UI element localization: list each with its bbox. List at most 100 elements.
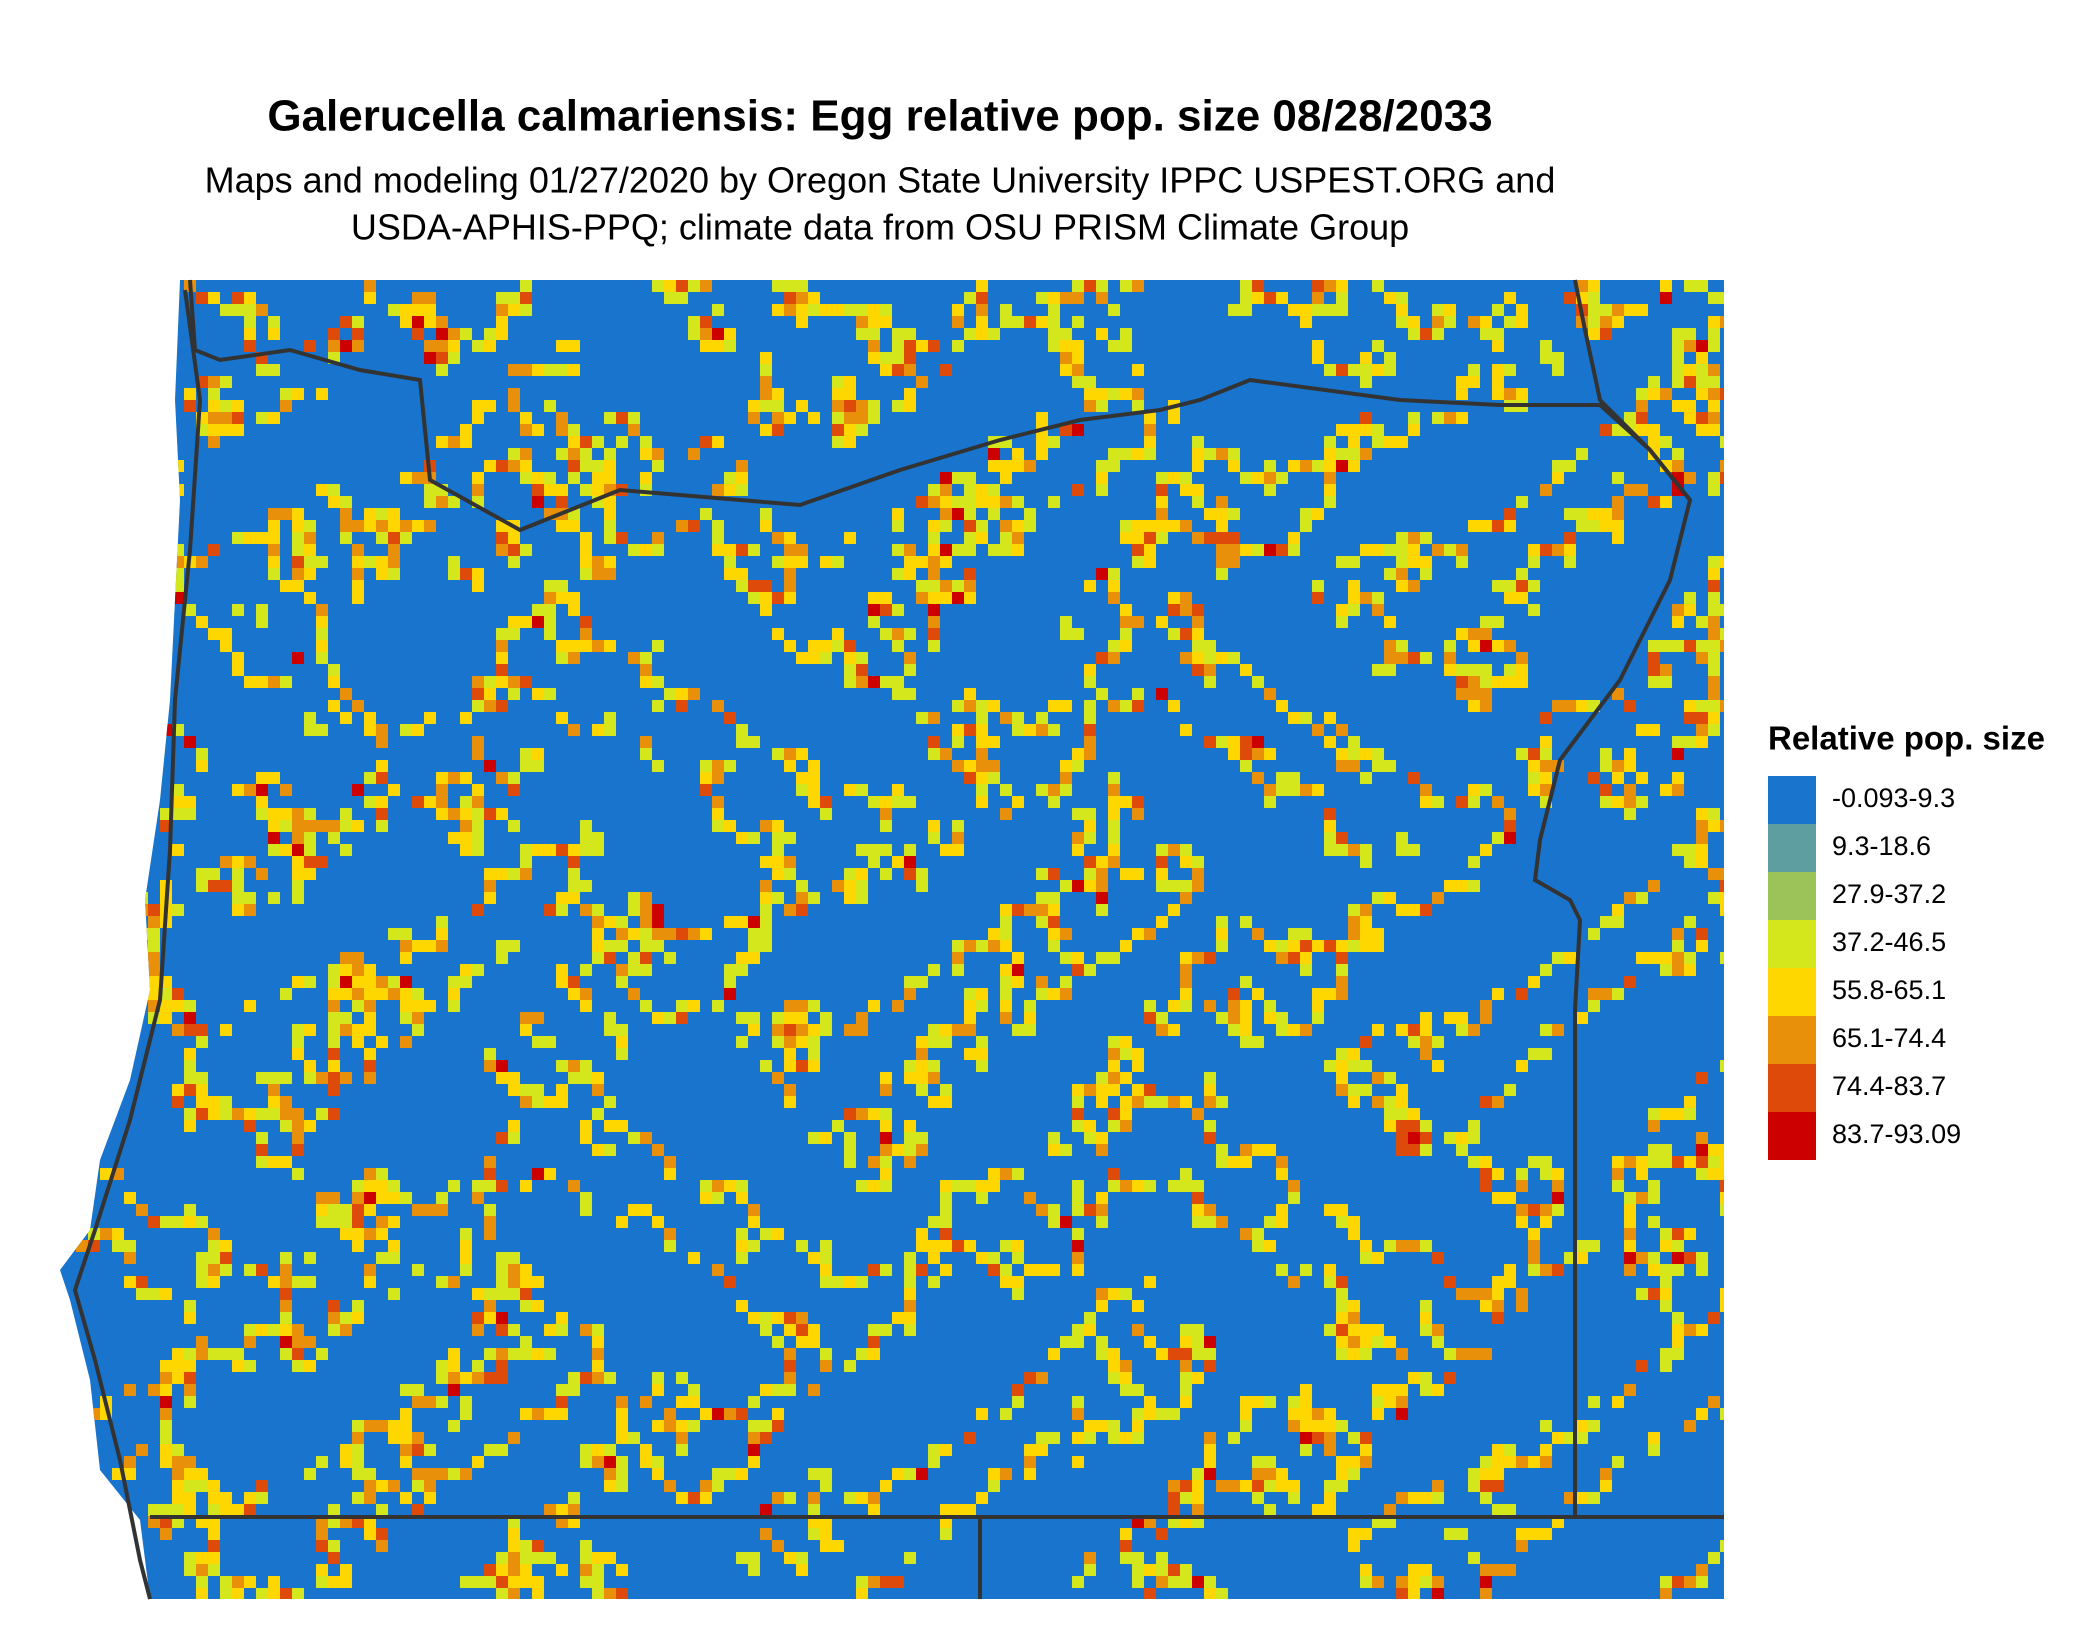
texture-cell [1240,916,1252,928]
texture-cell [1408,1036,1420,1048]
texture-cell [1444,1132,1456,1144]
texture-cell [1084,880,1096,892]
texture-cell [40,688,52,700]
texture-cell [1540,544,1552,556]
texture-cell [1420,1564,1432,1576]
texture-cell [1276,952,1288,964]
texture-cell [1708,712,1720,724]
texture-cell [1708,640,1720,652]
texture-cell [976,520,988,532]
texture-cell [1360,904,1372,916]
texture-cell [1708,688,1720,700]
texture-cell [868,1000,880,1012]
texture-cell [1216,448,1228,460]
texture-cell [220,1108,232,1120]
texture-cell [868,340,880,352]
texture-cell [328,1540,340,1552]
texture-cell [1048,904,1060,916]
texture-cell [1348,424,1360,436]
texture-cell [1396,1396,1408,1408]
texture-cell [1468,688,1480,700]
texture-cell [1432,1324,1444,1336]
texture-cell [880,1132,892,1144]
texture-cell [1684,736,1696,748]
legend: -0.093-9.39.3-18.627.9-37.237.2-46.555.8… [1768,776,1961,1160]
texture-cell [916,1240,928,1252]
texture-cell [520,1180,532,1192]
texture-cell [1120,280,1132,292]
texture-cell [208,1564,220,1576]
texture-cell [220,1504,232,1516]
texture-cell [328,676,340,688]
texture-cell [1228,1156,1240,1168]
texture-cell [1264,1216,1276,1228]
texture-cell [1360,1444,1372,1456]
texture-cell [1684,364,1696,376]
texture-cell [1084,700,1096,712]
texture-cell [1036,316,1048,328]
texture-cell [508,772,520,784]
texture-cell [1336,304,1348,316]
texture-cell [976,712,988,724]
texture-cell [916,1132,928,1144]
texture-cell [784,1552,796,1564]
texture-cell [1276,772,1288,784]
texture-cell [964,472,976,484]
texture-cell [496,316,508,328]
texture-cell [1312,784,1324,796]
texture-cell [1408,1564,1420,1576]
texture-cell [856,1024,868,1036]
texture-cell [688,688,700,700]
texture-cell [1180,604,1192,616]
texture-cell [1612,508,1624,520]
texture-cell [460,1468,472,1480]
texture-cell [364,1192,376,1204]
texture-cell [1540,964,1552,976]
texture-cell [544,472,556,484]
texture-cell [1096,1192,1108,1204]
texture-cell [1072,1408,1084,1420]
texture-cell [256,616,268,628]
texture-cell [556,976,568,988]
texture-cell [1132,1300,1144,1312]
texture-cell [1720,292,1724,304]
texture-cell [988,1168,1000,1180]
texture-cell [1600,520,1612,532]
texture-cell [784,868,796,880]
texture-cell [1288,1192,1300,1204]
texture-cell [724,916,736,928]
texture-cell [1000,1000,1012,1012]
texture-cell [1396,532,1408,544]
texture-cell [784,544,796,556]
texture-cell [1168,1000,1180,1012]
texture-cell [1120,640,1132,652]
texture-cell [208,424,220,436]
texture-cell [496,532,508,544]
texture-cell [1372,748,1384,760]
texture-cell [568,988,580,1000]
texture-cell [1408,904,1420,916]
texture-cell [712,808,724,820]
texture-cell [748,1240,760,1252]
texture-cell [808,760,820,772]
texture-cell [1156,856,1168,868]
texture-cell [60,664,64,676]
texture-cell [1072,1264,1084,1276]
texture-cell [196,1108,208,1120]
texture-cell [736,568,748,580]
texture-cell [1492,376,1504,388]
texture-cell [1708,580,1720,592]
texture-cell [1348,1456,1360,1468]
texture-cell [184,1384,196,1396]
texture-cell [1096,952,1108,964]
texture-cell [1036,976,1048,988]
texture-cell [748,1204,760,1216]
texture-cell [1300,1024,1312,1036]
texture-cell [460,844,472,856]
texture-cell [1108,592,1120,604]
texture-cell [1324,280,1336,292]
texture-cell [1492,1288,1504,1300]
texture-cell [1696,1252,1708,1264]
texture-cell [1204,1444,1216,1456]
texture-cell [1060,424,1072,436]
